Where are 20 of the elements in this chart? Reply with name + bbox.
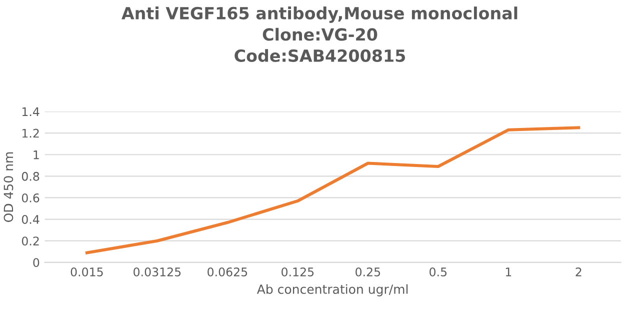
x-tick-label: 0.25 [356,267,380,276]
x-tick-label: 1 [506,268,512,276]
x-tick-label: 2 [576,267,582,276]
x-tick-label: 0.015 [70,267,103,276]
y-tick-label: 1 [34,150,39,160]
x-tick-label: 0.5 [430,267,447,276]
x-tick-label: 0.0625 [208,267,248,276]
y-tick-label: 1.4 [22,107,40,116]
x-axis-title: Ab concentration ugr/ml [256,284,408,296]
x-tick-label: 0.03125 [134,267,181,276]
line-series [85,126,580,254]
chart-title: Anti VEGF165 antibody,Mouse monoclonal Clone:VG-20 Code:SAB4200815 [122,6,518,62]
y-axis-title: OD 450 nm [4,152,14,222]
y-tick-label: 1.2 [22,128,39,138]
y-tick-label: 0.6 [22,193,40,202]
y-tick-label: 0.2 [22,236,39,246]
y-tick-label: 0.4 [22,215,40,224]
y-tick-label: 0 [33,258,40,268]
y-tick-label: 0.8 [22,172,40,181]
x-tick-label: 0.125 [282,267,314,276]
